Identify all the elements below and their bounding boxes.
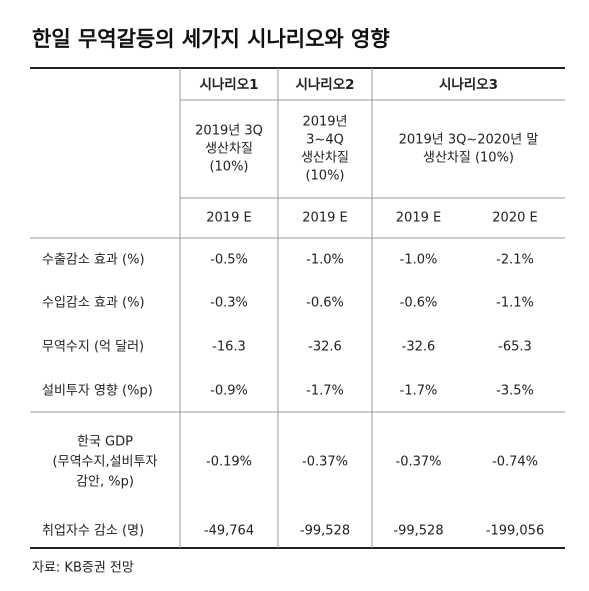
row-label: 무역수지 (억 달러) xyxy=(42,340,144,355)
cell-value: -65.3 xyxy=(498,340,532,355)
scenario-description: 생산차질 xyxy=(205,142,253,157)
scenario-description: 2019년 3Q~2020년 말 xyxy=(399,133,539,148)
row-label: 한국 GDP xyxy=(77,435,133,450)
scenario-description: (10%) xyxy=(209,160,248,175)
cell-value: -2.1% xyxy=(496,253,534,268)
cell-value: -1.0% xyxy=(400,253,438,268)
scenario-description: 3~4Q xyxy=(306,133,344,148)
cell-value: -199,056 xyxy=(486,524,544,539)
row-label: (무역수지,설비투자 xyxy=(53,455,158,470)
cell-value: -0.3% xyxy=(210,296,248,311)
cell-value: -0.5% xyxy=(210,253,248,268)
title: 한일 무역갈등의 세가지 시나리오와 영향 xyxy=(32,27,390,51)
cell-value: -0.74% xyxy=(492,455,538,470)
cell-value: -0.37% xyxy=(396,455,442,470)
cell-value: -1.7% xyxy=(400,384,438,399)
row-label: 수출감소 효과 (%) xyxy=(42,253,145,268)
year: 2020 E xyxy=(492,211,537,226)
row-label: 감안, %p) xyxy=(76,475,134,490)
cell-value: -1.0% xyxy=(306,253,344,268)
scenario-description: (10%) xyxy=(305,169,344,184)
scenario-name: 시나리오1 xyxy=(199,77,258,93)
scenario-name: 시나리오3 xyxy=(439,77,498,93)
year: 2019 E xyxy=(302,211,347,226)
scenario-name: 시나리오2 xyxy=(295,77,354,93)
year: 2019 E xyxy=(396,211,441,226)
cell-value: -0.19% xyxy=(206,455,252,470)
row-label: 취업자수 감소 (명) xyxy=(42,524,144,539)
scenario-description: 2019년 3Q xyxy=(195,124,263,139)
cell-value: -3.5% xyxy=(496,384,534,399)
cell-value: -49,764 xyxy=(204,524,254,539)
row-label: 수입감소 효과 (%) xyxy=(42,296,145,311)
cell-value: -0.6% xyxy=(400,296,438,311)
source: 자료: KB증권 전망 xyxy=(32,561,134,576)
cell-value: -99,528 xyxy=(300,524,350,539)
cell-value: -0.9% xyxy=(210,384,248,399)
cell-value: -1.1% xyxy=(496,296,534,311)
cell-value: -99,528 xyxy=(393,524,443,539)
cell-value: -32.6 xyxy=(308,340,342,355)
cell-value: -0.6% xyxy=(306,296,344,311)
cell-value: -1.7% xyxy=(306,384,344,399)
cell-value: -0.37% xyxy=(302,455,348,470)
cell-value: -16.3 xyxy=(212,340,246,355)
cell-value: -32.6 xyxy=(402,340,436,355)
scenario-description: 생산차질 (10%) xyxy=(423,151,514,166)
row-label: 설비투자 영향 (%p) xyxy=(42,384,153,399)
scenario-description: 2019년 xyxy=(302,115,347,130)
year: 2019 E xyxy=(206,211,251,226)
scenario-description: 생산차질 xyxy=(301,151,349,166)
